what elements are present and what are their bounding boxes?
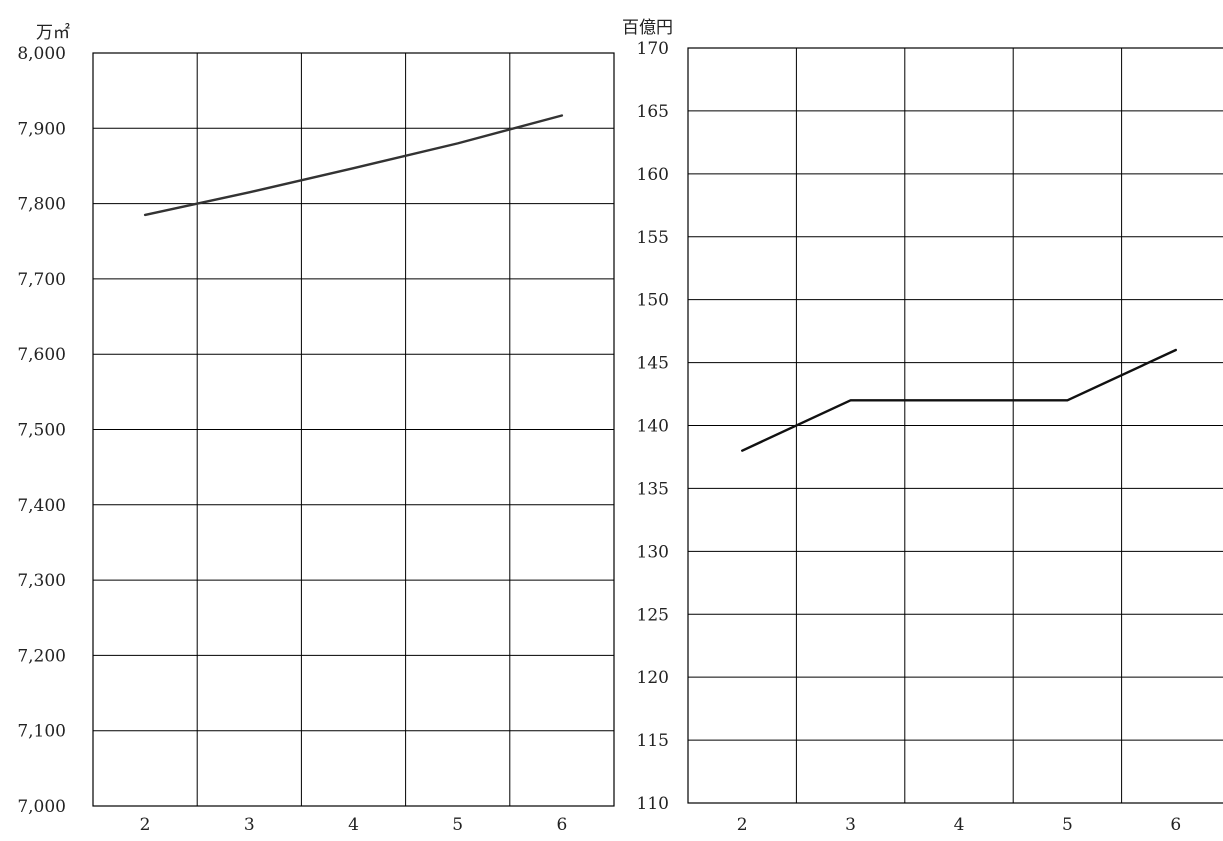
left-y-tick-label: 7,900 [17,119,66,139]
left-y-tick-label: 7,700 [17,270,66,290]
right-y-unit-label: 百億円 [622,18,673,38]
left-y-tick-label: 7,400 [17,496,66,516]
right-y-tick-label: 130 [637,542,669,562]
right-x-tick-label: 2 [737,815,748,835]
right-y-tick-label: 170 [637,39,669,59]
left-y-tick-label: 8,000 [17,44,66,64]
right-y-tick-label: 135 [637,479,669,499]
right-y-tick-label: 110 [637,794,669,814]
left-y-unit-label: 万㎡ [36,23,70,43]
right-y-tick-label: 160 [637,165,669,185]
left-x-tick-label: 5 [452,815,463,835]
right-y-tick-label: 165 [637,102,669,122]
left-series-line [143,114,564,217]
right-y-tick-label: 115 [637,731,669,751]
left-x-tick-label: 4 [348,815,359,835]
left-x-tick-label: 6 [556,815,567,835]
right-plot-frame [687,47,1223,804]
left-y-tick-label: 7,600 [17,345,66,365]
left-y-tick-label: 7,800 [17,195,66,215]
left-y-tick-label: 7,500 [17,421,66,441]
left-plot-frame [92,52,615,807]
right-y-tick-label: 120 [637,668,669,688]
right-y-tick-label: 155 [637,228,669,248]
chart-value: 110 115 120 125 130 135 140 145 150 155 160 165 170 2… [622,18,1223,835]
left-x-tick-label: 3 [244,815,255,835]
left-y-tick-label: 7,300 [17,571,66,591]
left-x-tick-label: 2 [140,815,151,835]
right-x-tick-label: 4 [954,815,965,835]
left-y-tick-label: 7,200 [17,646,66,666]
right-x-tick-label: 6 [1170,815,1181,835]
left-y-tick-label: 7,100 [17,722,66,742]
right-series-line [741,348,1178,452]
right-y-tick-label: 125 [637,605,669,625]
right-y-tick-label: 145 [637,354,669,374]
right-x-tick-label: 3 [845,815,856,835]
right-y-tick-label: 140 [637,417,669,437]
left-y-tick-label: 7,000 [17,797,66,817]
right-x-tick-label: 5 [1062,815,1073,835]
right-y-tick-label: 150 [637,291,669,311]
chart-floor-area: 7,000 7,100 7,200 7,300 7,400 7,500 7,600 7,700… [17,23,615,835]
